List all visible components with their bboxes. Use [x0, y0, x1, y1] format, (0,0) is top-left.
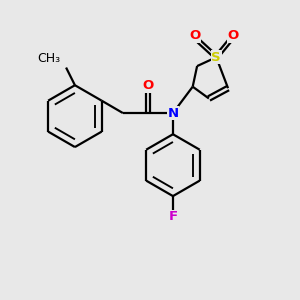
Text: O: O: [142, 79, 154, 92]
Text: N: N: [167, 106, 178, 119]
Text: CH₃: CH₃: [38, 52, 61, 65]
Text: O: O: [227, 29, 239, 42]
Text: F: F: [168, 210, 178, 223]
Text: S: S: [212, 51, 221, 64]
Text: O: O: [189, 29, 201, 42]
